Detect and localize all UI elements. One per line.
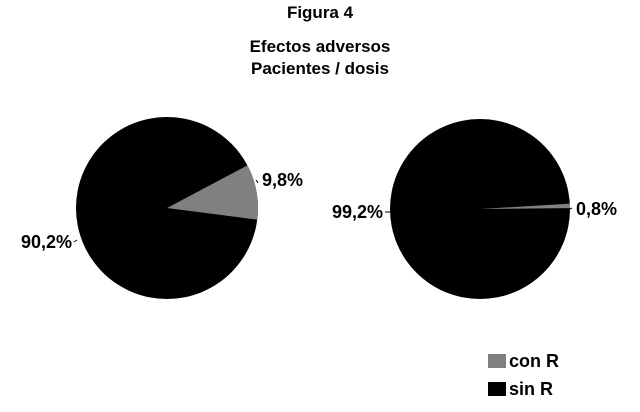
legend-item-con-r: con R [488,347,559,375]
chart-title-line-1: Efectos adversos [249,37,391,56]
legend-label-con-r: con R [509,350,560,371]
figure-label: Figura 4 [286,3,354,22]
pie-chart-left: 9,8% 90,2% [21,117,303,299]
data-label-sin-r: 90,2% [21,232,72,252]
pie-chart-right: 0,8% 99,2% [332,119,617,299]
leader-line-con-r [255,179,259,184]
pie-slice-con-r [167,165,259,220]
chart-title: Efectos adversos Pacientes / dosis [0,36,640,80]
legend: con R sin R [488,347,559,403]
data-label-con-r: 9,8% [262,170,303,190]
leader-line-sin-r [73,239,78,243]
data-label-sin-r: 99,2% [332,202,383,222]
legend-swatch-sin-r [488,382,506,396]
legend-item-sin-r: sin R [488,375,559,403]
leader-line-con-r [569,207,573,210]
pie-slice-con-r [480,203,570,209]
data-label-con-r: 0,8% [576,199,617,219]
chart-title-line-2: Pacientes / dosis [251,59,389,78]
legend-swatch-con-r [488,354,506,368]
legend-label-sin-r: sin R [509,378,554,399]
